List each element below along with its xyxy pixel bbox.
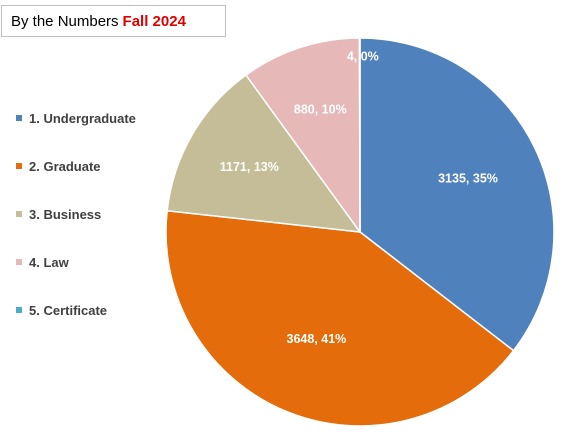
legend-item-business: 3. Business (16, 205, 101, 223)
legend-item-certificate: 5. Certificate (16, 301, 107, 319)
chart-title: By the Numbers (11, 12, 119, 30)
legend-label-law: 4. Law (29, 254, 69, 270)
legend-label-undergraduate: 1. Undergraduate (29, 110, 136, 126)
chart-title-box: By the Numbers Fall 2024 (1, 5, 226, 37)
legend-label-certificate: 5. Certificate (29, 302, 108, 318)
pie-slice-certificate (358, 37, 361, 233)
legend-swatch-business (16, 211, 22, 217)
legend-item-law: 4. Law (16, 253, 69, 271)
pie-slice-law (245, 37, 361, 233)
legend-swatch-certificate (16, 307, 22, 313)
legend-label-graduate: 2. Graduate (29, 158, 101, 174)
data-label-law: 880, 10% (294, 103, 347, 117)
legend-swatch-graduate (16, 163, 22, 169)
legend-label-business: 3. Business (29, 206, 102, 222)
data-label-certificate: 4, 0% (347, 50, 379, 64)
pie-slice-undergraduate (359, 37, 555, 352)
legend-swatch-law (16, 259, 22, 265)
data-label-graduate: 3648, 41% (287, 332, 347, 346)
data-label-undergraduate: 3135, 35% (438, 171, 498, 185)
pie-slice-graduate (165, 209, 515, 427)
legend-item-graduate: 2. Graduate (16, 157, 101, 175)
legend-swatch-undergraduate (16, 115, 22, 121)
legend-item-undergraduate: 1. Undergraduate (16, 109, 136, 127)
chart-title-term: Fall 2024 (122, 12, 186, 30)
data-label-business: 1171, 13% (220, 160, 279, 174)
pie-slice-business (166, 74, 361, 233)
